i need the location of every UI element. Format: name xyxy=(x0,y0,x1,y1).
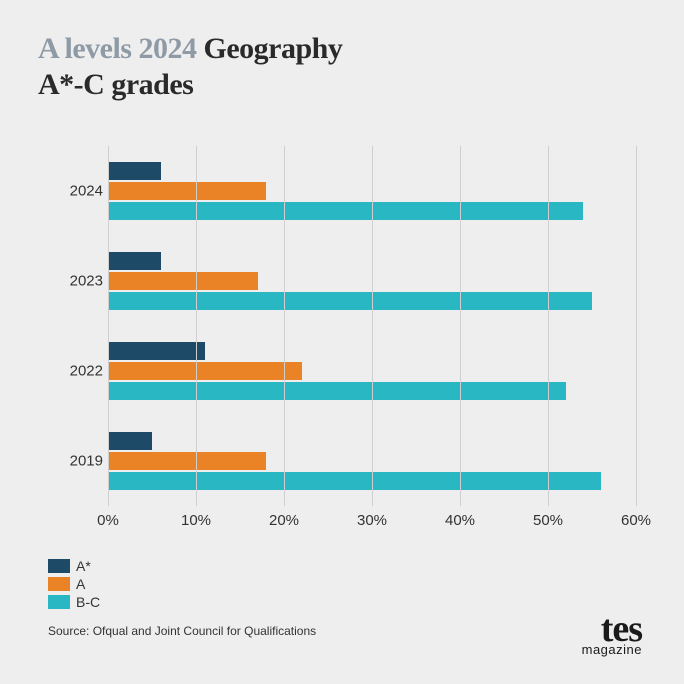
plot-area: 2024202320222019 xyxy=(108,146,636,506)
bar-astar xyxy=(108,342,205,360)
bar-bc xyxy=(108,472,601,490)
logo-line2: magazine xyxy=(582,644,642,656)
legend-item: A xyxy=(48,576,646,592)
tes-logo: tes magazine xyxy=(582,612,642,656)
legend-item: B-C xyxy=(48,594,646,610)
logo-line1: tes xyxy=(582,612,642,646)
chart: 2024202320222019 0%10%20%30%40%50%60% xyxy=(48,146,636,536)
x-tick-label: 40% xyxy=(445,512,475,529)
x-tick-label: 50% xyxy=(533,512,563,529)
gridline xyxy=(636,146,637,506)
bar-a xyxy=(108,362,302,380)
source-text: Source: Ofqual and Joint Council for Qua… xyxy=(48,624,646,638)
bar-astar xyxy=(108,432,152,450)
year-label: 2023 xyxy=(48,273,103,290)
x-axis: 0%10%20%30%40%50%60% xyxy=(108,512,636,536)
legend-label: B-C xyxy=(76,594,100,610)
gridline xyxy=(372,146,373,506)
gridline xyxy=(196,146,197,506)
x-tick-label: 30% xyxy=(357,512,387,529)
year-label: 2019 xyxy=(48,453,103,470)
legend-label: A xyxy=(76,576,85,592)
year-label: 2024 xyxy=(48,183,103,200)
bar-bc xyxy=(108,292,592,310)
chart-title: A levels 2024 Geography A*-C grades xyxy=(38,32,646,102)
bar-astar xyxy=(108,162,161,180)
legend-item: A* xyxy=(48,558,646,574)
x-tick-label: 20% xyxy=(269,512,299,529)
title-prefix: A levels 2024 xyxy=(38,32,197,65)
legend-swatch xyxy=(48,559,70,573)
title-subtitle: A*-C grades xyxy=(38,68,646,102)
title-subject: Geography xyxy=(204,32,343,65)
gridline xyxy=(460,146,461,506)
legend-swatch xyxy=(48,577,70,591)
bar-a xyxy=(108,272,258,290)
x-tick-label: 60% xyxy=(621,512,651,529)
gridline xyxy=(108,146,109,506)
bar-a xyxy=(108,452,266,470)
legend: A* A B-C xyxy=(48,558,646,610)
legend-label: A* xyxy=(76,558,91,574)
gridline xyxy=(284,146,285,506)
gridline xyxy=(548,146,549,506)
bar-bc xyxy=(108,202,583,220)
legend-swatch xyxy=(48,595,70,609)
year-label: 2022 xyxy=(48,363,103,380)
x-tick-label: 0% xyxy=(97,512,119,529)
bar-astar xyxy=(108,252,161,270)
bar-bc xyxy=(108,382,566,400)
x-tick-label: 10% xyxy=(181,512,211,529)
bar-a xyxy=(108,182,266,200)
